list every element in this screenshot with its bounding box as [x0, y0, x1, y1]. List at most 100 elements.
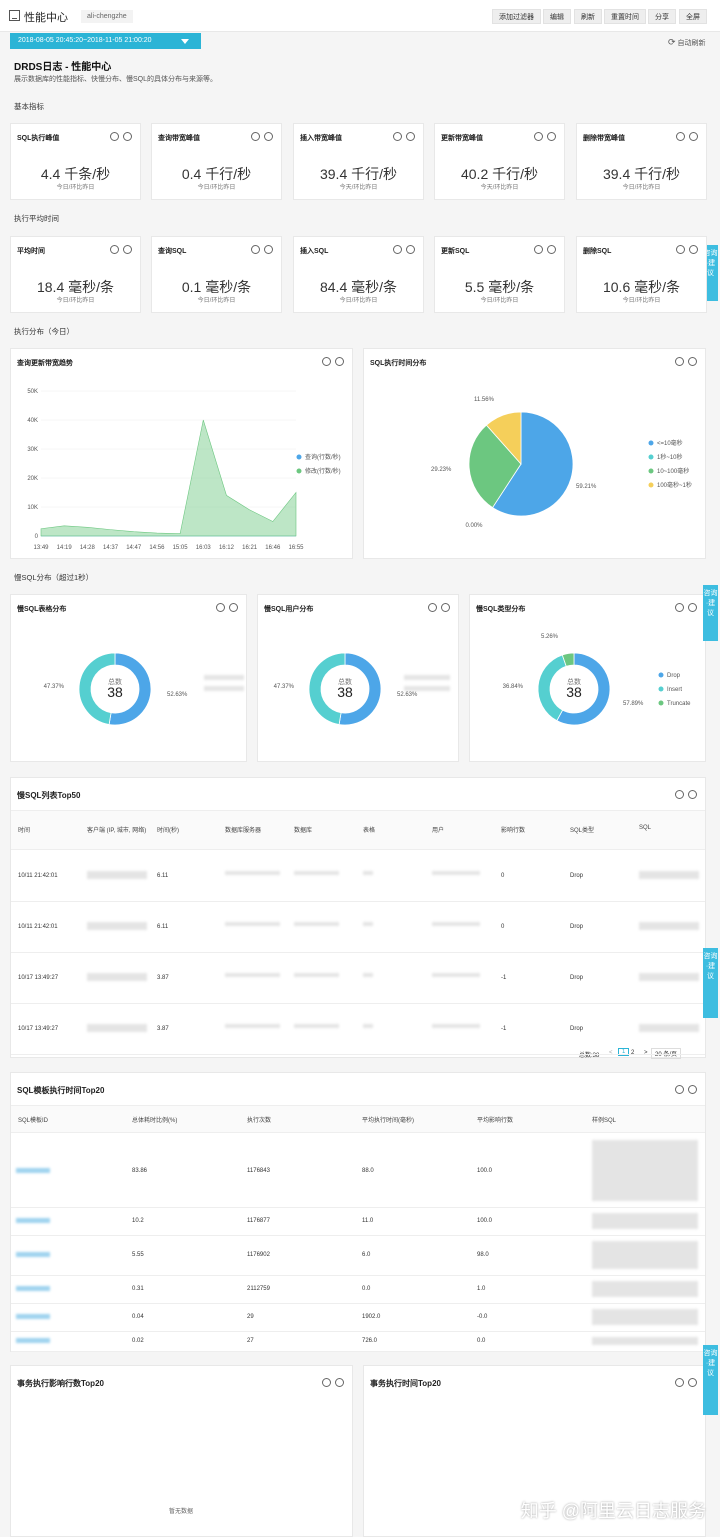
side-tab-label: 咨询·建议 — [703, 953, 718, 980]
pagination-page-2[interactable]: 2 — [631, 1050, 635, 1056]
column-header[interactable]: 用户 — [432, 828, 445, 834]
feedback-side-tab[interactable]: 咨询·建议 — [703, 585, 718, 641]
row-divider — [11, 1275, 705, 1276]
kpi-card: 插入SQL 84.4 毫秒/条 今日/环比昨日 — [293, 236, 424, 313]
column-header[interactable]: 平均执行时间(毫秒) — [362, 1118, 414, 1124]
template-id-link[interactable] — [16, 1167, 50, 1173]
clock-icon[interactable] — [441, 603, 450, 612]
add-filter-button[interactable]: 添加过滤器 — [492, 9, 541, 24]
y-tick-label: 50K — [27, 389, 38, 395]
pagination-next[interactable]: > — [644, 1050, 648, 1056]
zoom-icon[interactable] — [675, 790, 684, 799]
clock-icon[interactable] — [406, 132, 415, 141]
column-header[interactable]: 表格 — [363, 828, 376, 834]
template-id-link[interactable] — [16, 1314, 50, 1319]
redacted-cell — [363, 973, 373, 977]
zoom-icon[interactable] — [675, 1378, 684, 1387]
clock-icon[interactable] — [264, 132, 273, 141]
clock-icon[interactable] — [335, 357, 344, 366]
pagination-page-1[interactable]: 1 — [618, 1048, 630, 1056]
template-id-link[interactable] — [16, 1252, 50, 1257]
row-divider — [11, 1003, 705, 1004]
info-icon[interactable] — [688, 1085, 697, 1094]
column-header[interactable]: 平均影响行数 — [477, 1118, 514, 1124]
row-count: 1176843 — [247, 1167, 270, 1174]
template-id-link[interactable] — [16, 1218, 50, 1223]
card-actions — [672, 132, 698, 143]
row-avg-time: 6.0 — [362, 1252, 371, 1258]
zoom-icon[interactable] — [322, 357, 331, 366]
feedback-side-tab[interactable]: 咨询·建议 — [703, 1345, 718, 1415]
zoom-icon[interactable] — [393, 132, 402, 141]
zoom-icon[interactable] — [675, 357, 684, 366]
caret-down-icon — [181, 39, 189, 44]
legend-label: 1秒~10秒 — [657, 453, 683, 461]
redacted-cell — [639, 871, 699, 879]
column-header[interactable]: SQL类型 — [570, 828, 595, 834]
reset-time-button[interactable]: 重置时间 — [604, 9, 646, 24]
column-header[interactable]: 数据库 — [294, 828, 313, 834]
row-count: 2112759 — [247, 1286, 270, 1292]
zoom-icon[interactable] — [110, 245, 119, 254]
clock-icon[interactable] — [123, 245, 132, 254]
clock-icon[interactable] — [688, 603, 697, 612]
zoom-icon[interactable] — [676, 132, 685, 141]
clock-icon[interactable] — [547, 132, 556, 141]
row-time: 10/17 13:49:27 — [18, 975, 59, 981]
zoom-icon[interactable] — [251, 245, 260, 254]
clock-icon[interactable] — [123, 132, 132, 141]
clock-icon[interactable] — [689, 245, 698, 254]
zoom-icon[interactable] — [534, 245, 543, 254]
dashboard-icon — [9, 10, 20, 21]
share-button[interactable]: 分享 — [648, 9, 676, 24]
feedback-side-tab[interactable]: 咨询·建议 — [703, 948, 718, 1018]
zoom-icon[interactable] — [534, 132, 543, 141]
zoom-icon[interactable] — [216, 603, 225, 612]
table-header — [11, 810, 705, 850]
zoom-icon[interactable] — [676, 245, 685, 254]
clock-icon[interactable] — [335, 1378, 344, 1387]
column-header[interactable]: 时间 — [18, 828, 31, 834]
column-header[interactable]: 影响行数 — [501, 828, 526, 834]
zoom-icon[interactable] — [110, 132, 119, 141]
column-header[interactable]: 总体耗时比例(%) — [132, 1118, 178, 1124]
edit-button[interactable]: 编辑 — [543, 9, 571, 24]
time-range-picker[interactable]: 2018-08-05 20:45:20~2018-11-05 21:00:20 — [10, 33, 201, 49]
template-id-link[interactable] — [16, 1338, 50, 1343]
zoom-icon[interactable] — [251, 132, 260, 141]
page-size-select[interactable]: 20 条/页 — [651, 1048, 682, 1059]
clock-icon[interactable] — [688, 357, 697, 366]
column-header[interactable]: 样例SQL — [592, 1118, 617, 1124]
info-icon[interactable] — [688, 790, 697, 799]
clock-icon[interactable] — [229, 603, 238, 612]
zoom-icon[interactable] — [428, 603, 437, 612]
clock-icon[interactable] — [688, 1378, 697, 1387]
column-header[interactable]: 数据库服务器 — [225, 828, 262, 834]
legend-dot — [648, 468, 654, 474]
zoom-icon[interactable] — [675, 603, 684, 612]
refresh-button[interactable]: 刷新 — [574, 9, 602, 24]
pagination-prev[interactable]: < — [609, 1050, 613, 1056]
column-header[interactable]: 时间(秒) — [157, 828, 179, 834]
clock-icon[interactable] — [406, 245, 415, 254]
clock-icon[interactable] — [547, 245, 556, 254]
legend-label: 查询(行数/秒) — [305, 453, 341, 461]
column-header[interactable]: SQL — [639, 825, 652, 831]
zoom-icon[interactable] — [393, 245, 402, 254]
kpi-subtitle: 今日/环比昨日 — [339, 298, 378, 304]
fullscreen-button[interactable]: 全屏 — [679, 9, 707, 24]
column-header[interactable]: 客户端 (IP, 城市, 网络) — [87, 828, 147, 834]
column-header[interactable]: SQL模板ID — [18, 1118, 49, 1124]
row-divider — [11, 1207, 705, 1208]
redacted-sql — [592, 1281, 698, 1297]
zoom-icon[interactable] — [675, 1085, 684, 1094]
column-header[interactable]: 执行次数 — [247, 1118, 272, 1124]
template-id-link[interactable] — [16, 1286, 50, 1291]
clock-icon[interactable] — [689, 132, 698, 141]
clock-icon[interactable] — [264, 245, 273, 254]
auto-refresh-toggle[interactable]: ⟳ 自动刷新 — [668, 37, 706, 48]
slice-label: 52.63% — [397, 692, 418, 698]
zoom-icon[interactable] — [322, 1378, 331, 1387]
card-actions — [318, 1378, 344, 1389]
